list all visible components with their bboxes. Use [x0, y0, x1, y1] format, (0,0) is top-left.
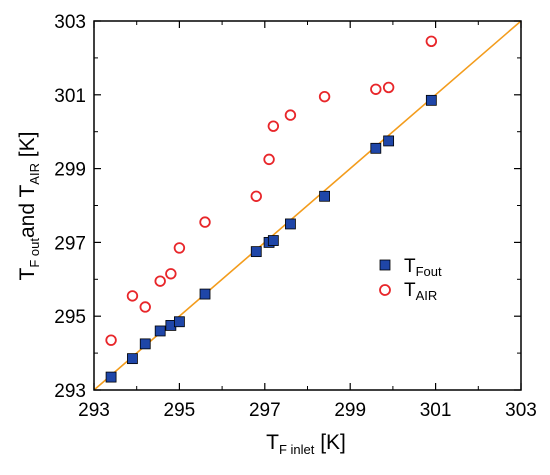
- legend-marker-tfout: [379, 259, 391, 271]
- data-point-tair: [165, 268, 177, 280]
- y-tick-label: 299: [54, 160, 86, 181]
- y-axis-title-main-1: T: [16, 267, 39, 280]
- x-axis-title-main: T: [266, 431, 279, 454]
- data-point-tair: [173, 242, 186, 254]
- y-tick-label: 297: [54, 233, 86, 254]
- data-point-tfout: [319, 190, 330, 202]
- data-point-tair: [425, 35, 438, 47]
- data-points-layer: [105, 35, 438, 383]
- y-tick-label: 301: [54, 86, 86, 107]
- data-point-tfout: [383, 135, 395, 147]
- data-point-tair: [382, 81, 395, 94]
- data-point-tfout: [105, 371, 117, 383]
- legend-label-tair-main: T: [404, 280, 416, 301]
- data-point-tair: [370, 83, 382, 95]
- data-point-tfout: [154, 325, 166, 337]
- legend-label-tair-sub: AIR: [416, 288, 438, 303]
- data-point-tair: [267, 120, 280, 132]
- y-tick-label: 295: [54, 307, 86, 328]
- y-tick-label: 303: [54, 12, 86, 33]
- data-point-tair: [105, 334, 117, 346]
- data-point-tair: [284, 109, 297, 121]
- data-point-tfout: [250, 246, 262, 258]
- data-point-tair: [154, 275, 166, 287]
- x-tick-label: 301: [420, 400, 452, 421]
- x-tick-label: 303: [505, 400, 537, 421]
- legend-label-tfout-sub: Fout: [416, 264, 442, 279]
- data-point-tair: [250, 190, 262, 202]
- y-axis-title-mid: and T: [16, 185, 39, 238]
- data-point-tair: [126, 290, 139, 302]
- data-point-tfout: [199, 288, 211, 300]
- x-tick-label: 297: [249, 400, 281, 421]
- legend: TFout TAIR: [379, 256, 442, 303]
- x-axis-title-unit: [K]: [314, 431, 346, 454]
- data-point-tfout: [267, 235, 279, 246]
- y-axis-title-sub-1: F out: [27, 238, 42, 268]
- x-tick-label: 299: [334, 400, 366, 421]
- data-point-tair: [318, 90, 331, 103]
- x-axis-title: TF inlet [K]: [266, 431, 346, 457]
- legend-marker-tair: [379, 284, 391, 296]
- data-point-tfout: [127, 353, 138, 365]
- data-point-tair: [263, 153, 275, 166]
- data-point-tfout: [285, 218, 296, 230]
- legend-label-tfout: TFout: [404, 256, 442, 279]
- ticks-layer: 293 295 297 299 301 303 293 295 297 299 301 303: [54, 12, 537, 421]
- y-axis-title-unit: [K]: [16, 132, 39, 164]
- data-point-tair: [139, 301, 151, 313]
- y-tick-label: 293: [54, 381, 86, 402]
- x-tick-label: 295: [164, 400, 196, 421]
- data-point-tfout: [173, 316, 185, 328]
- data-point-tfout: [425, 94, 437, 106]
- x-axis-title-sub: F inlet: [279, 442, 315, 457]
- data-point-tfout: [139, 338, 151, 350]
- legend-label-tfout-main: T: [404, 256, 416, 277]
- y-axis-title-sub-2: AIR: [27, 163, 42, 185]
- legend-label-tair: TAIR: [404, 280, 437, 303]
- data-point-tfout: [370, 142, 382, 154]
- data-point-tair: [199, 216, 211, 228]
- x-tick-label: 293: [78, 400, 110, 421]
- y-axis-title: TF outand TAIR [K]: [16, 132, 42, 281]
